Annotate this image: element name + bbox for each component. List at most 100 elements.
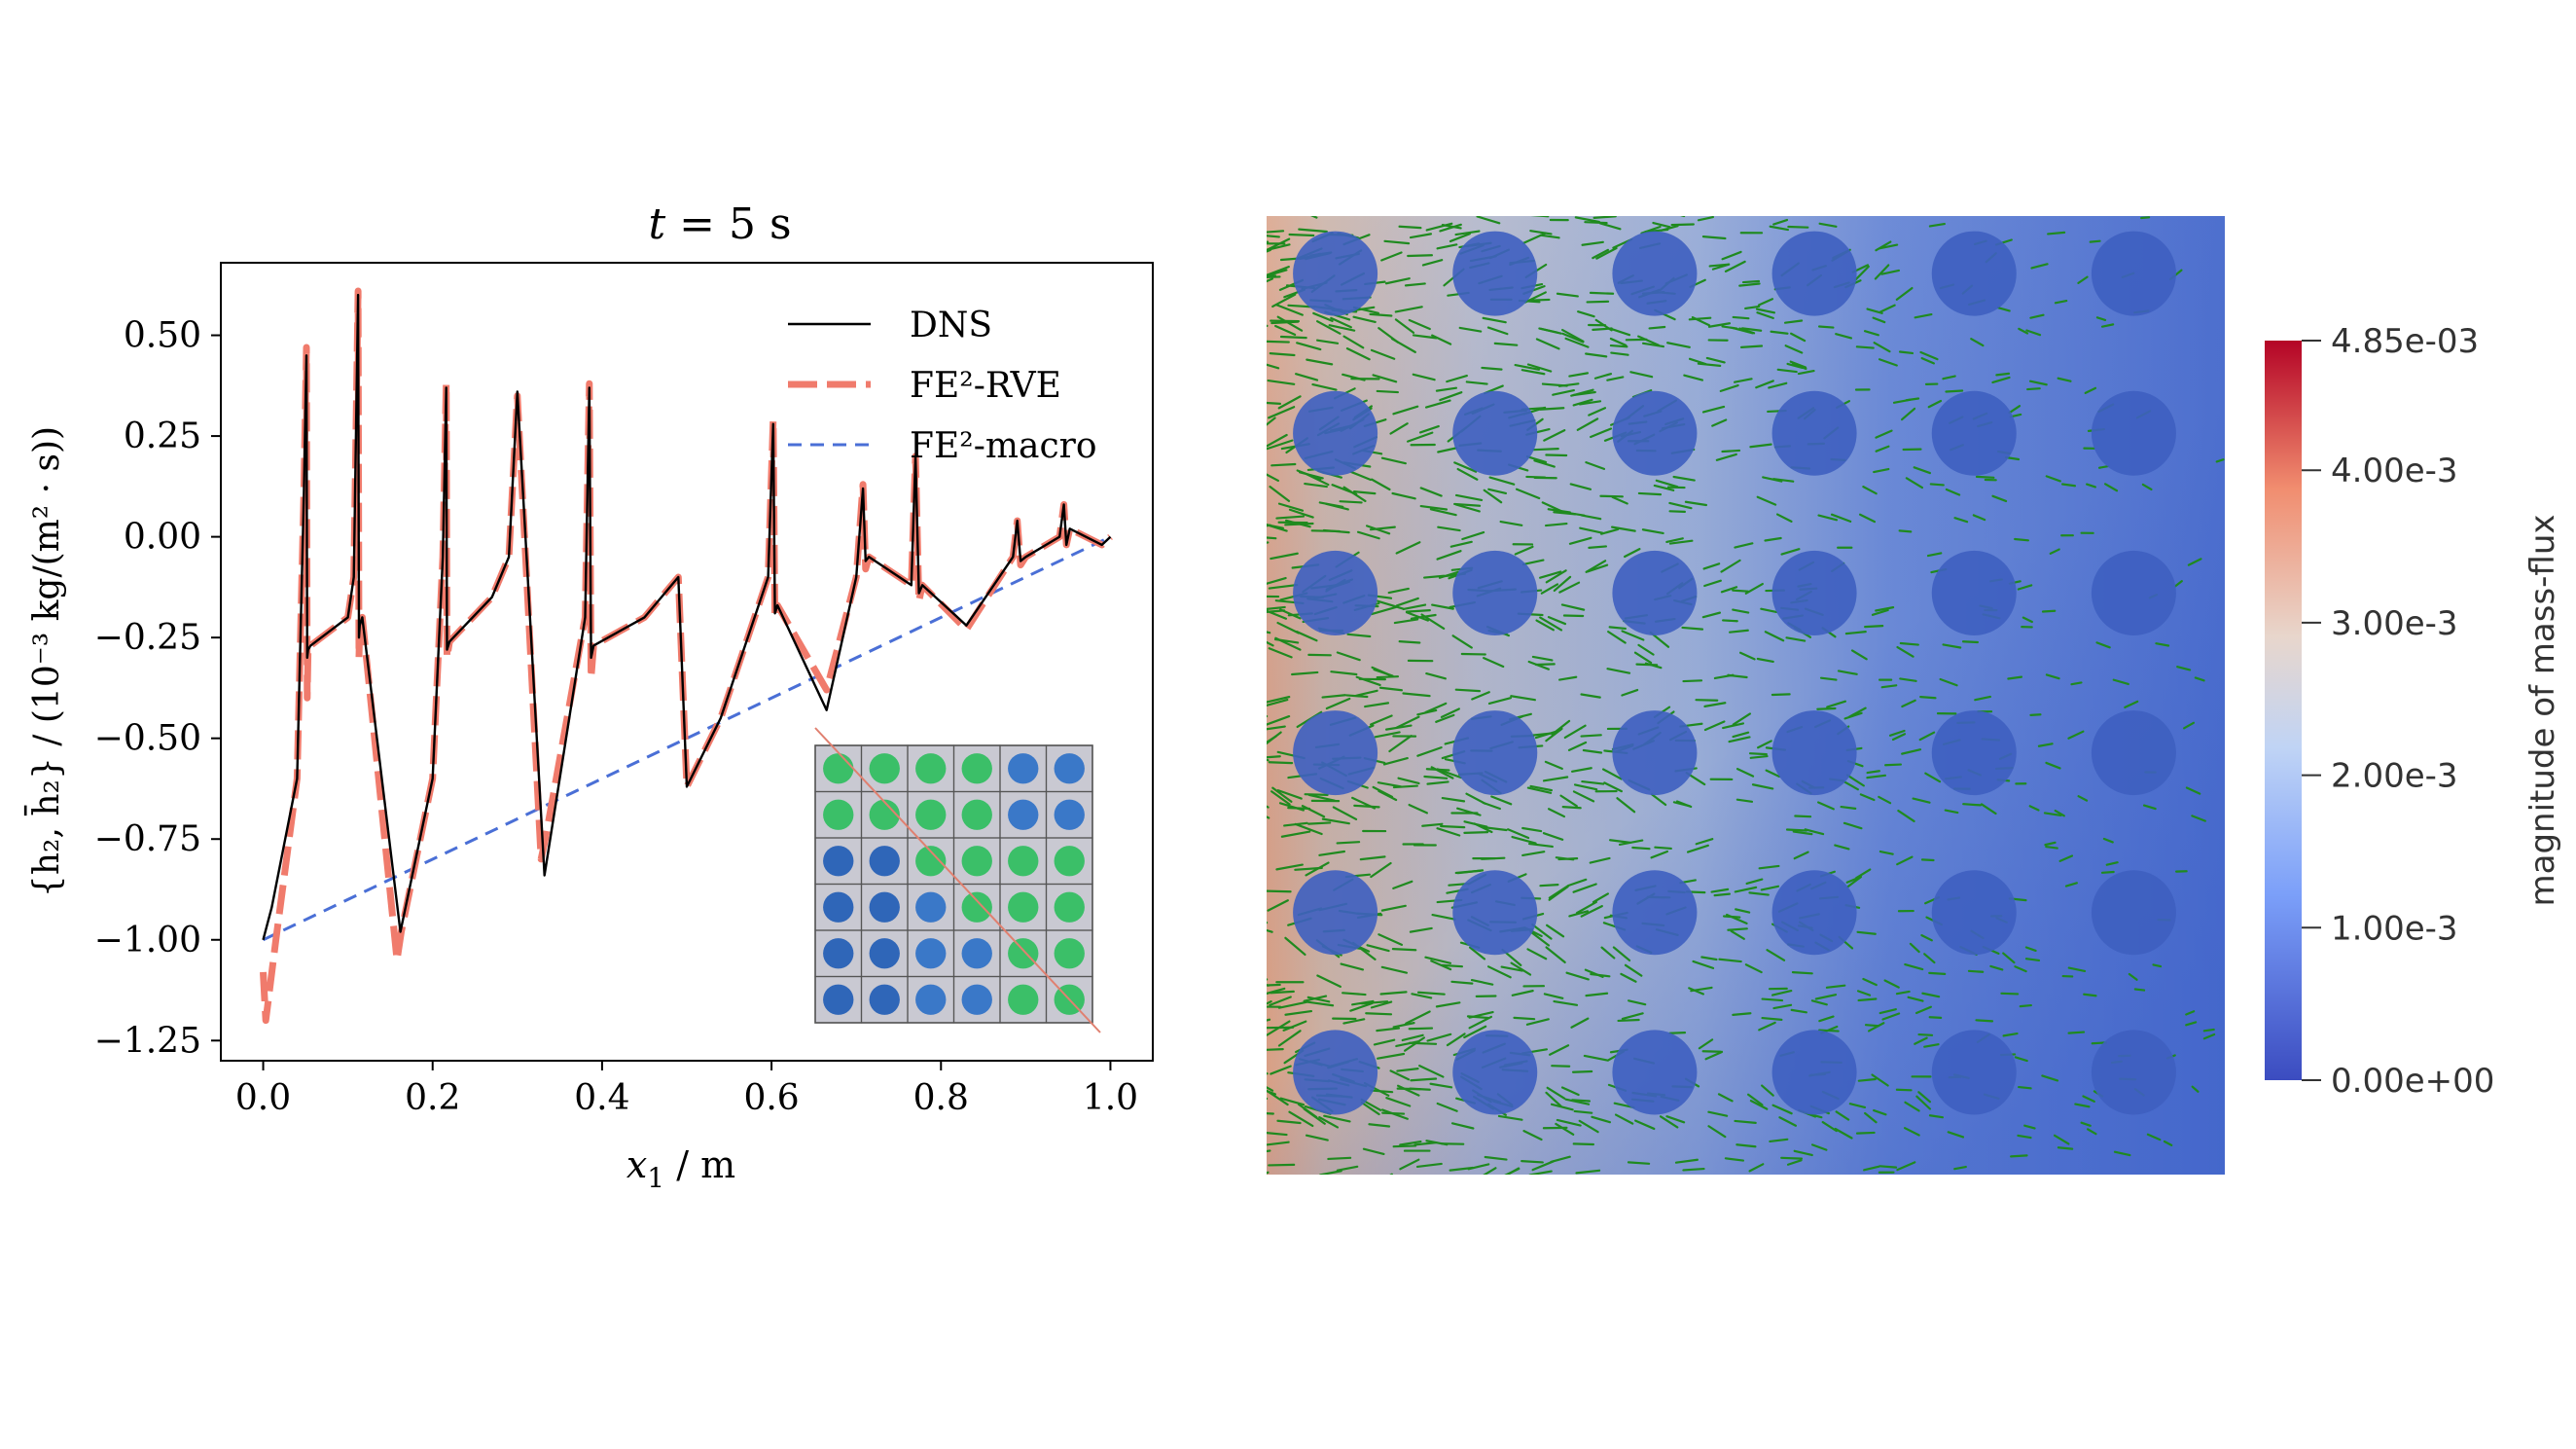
y-axis: 0.50 0.25 0.00 −0.25 −0.50 −0.75 −1.00 −1.25 [94, 316, 221, 1061]
y-tick-label: 0.50 [124, 316, 201, 356]
inset-inclusion [1008, 846, 1039, 877]
inclusion [1931, 710, 2017, 796]
legend-label: FE²-macro [910, 426, 1097, 466]
inset-inclusion [961, 984, 992, 1015]
inset-inclusion [915, 938, 947, 969]
inclusion [1771, 710, 1857, 796]
colorbar-tick-label: 4.00e-3 [2331, 452, 2458, 490]
inclusion [1452, 231, 1538, 316]
inclusion [1293, 390, 1378, 476]
x-tick-label: 0.4 [574, 1078, 629, 1118]
inset-inclusion [1054, 938, 1085, 969]
inclusion [1931, 870, 2017, 956]
inset-inclusion [915, 984, 947, 1015]
legend: DNS FE²-RVE FE²-macro [788, 306, 1097, 466]
inclusion [1931, 231, 2017, 316]
inset-inclusion [869, 891, 900, 923]
inclusion [1931, 390, 2017, 476]
x-tick-label: 0.8 [913, 1078, 969, 1118]
chart-title: t = 5 s [648, 199, 791, 249]
inset-inclusion [823, 799, 854, 830]
inclusion [1452, 1030, 1538, 1115]
y-tick-label: −0.25 [94, 618, 201, 658]
x-axis: 0.0 0.2 0.4 0.6 0.8 1.0 [235, 1061, 1138, 1118]
inset-inclusion [961, 753, 992, 784]
legend-label: FE²-RVE [910, 366, 1061, 406]
inclusion [2091, 870, 2176, 956]
inclusion [1612, 1030, 1698, 1115]
x-axis-label: x1 / m [626, 1143, 735, 1194]
y-tick-label: 0.25 [124, 417, 201, 456]
inset-inclusion [869, 938, 900, 969]
line-chart: t = 5 s 0.0 0.2 0.4 0.6 0.8 1.0 0.50 0.25 0.00 −… [24, 199, 1154, 1194]
x-tick-label: 0.2 [405, 1078, 460, 1118]
inclusion [2091, 1030, 2176, 1115]
inclusions [1293, 231, 2176, 1115]
inset-inclusion [869, 846, 900, 877]
inset-inclusion [823, 984, 854, 1015]
inclusion [2091, 390, 2176, 476]
inclusion [1452, 710, 1538, 796]
colorbar-label: magnitude of mass-flux [2523, 514, 2562, 906]
inset-inclusion [915, 753, 947, 784]
rve-inset [814, 727, 1101, 1033]
mass-flux-heatmap: 4.85e-03 4.00e-3 3.00e-3 2.00e-3 1.00e-3 0.00… [1267, 216, 2562, 1175]
inclusion [1293, 870, 1378, 956]
inclusion [1771, 870, 1857, 956]
inclusion [1771, 1030, 1857, 1115]
inclusion [1452, 550, 1538, 635]
inclusion [2091, 231, 2176, 316]
inclusion [1771, 550, 1857, 635]
inset-inclusion [823, 938, 854, 969]
inclusion [1612, 870, 1698, 956]
inclusion [2091, 550, 2176, 635]
colorbar-ticks: 4.85e-03 4.00e-3 3.00e-3 2.00e-3 1.00e-3 0.00… [2302, 322, 2494, 1101]
colorbar-tick-label: 1.00e-3 [2331, 909, 2458, 948]
y-tick-label: 0.00 [124, 518, 201, 558]
inset-inclusion [915, 846, 947, 877]
inset-inclusion [1054, 799, 1085, 830]
y-tick-label: −1.25 [94, 1021, 201, 1061]
inclusion [1931, 550, 2017, 635]
inclusion [1452, 390, 1538, 476]
colorbar-tick-label: 0.00e+00 [2331, 1062, 2494, 1101]
inclusion [1612, 550, 1698, 635]
y-tick-label: −0.50 [94, 719, 201, 759]
inclusion [2091, 710, 2176, 796]
inclusion [1612, 390, 1698, 476]
inclusion [1293, 550, 1378, 635]
inset-inclusion [1054, 891, 1085, 923]
plot-frame [220, 262, 1154, 1062]
x-tick-label: 0.0 [235, 1078, 291, 1118]
inset-inclusion [961, 938, 992, 969]
inset-inclusion [1054, 846, 1085, 877]
x-tick-label: 0.6 [743, 1078, 799, 1118]
inclusion [1771, 390, 1857, 476]
y-axis-label: {h₂, h̄₂} / (10⁻³ kg/(m² · s)) [24, 426, 67, 897]
x-tick-label: 1.0 [1083, 1078, 1138, 1118]
series-dns [262, 293, 1112, 941]
inset-inclusion [961, 891, 992, 923]
inset-inclusion [915, 891, 947, 923]
inset-inclusion [1008, 891, 1039, 923]
inset-inclusion [961, 799, 992, 830]
y-tick-label: −0.75 [94, 819, 201, 859]
inset-inclusion [1008, 938, 1039, 969]
inclusion [1612, 231, 1698, 316]
inclusion [1293, 1030, 1378, 1115]
inset-inclusion [823, 753, 854, 784]
colorbar-tick-label: 4.85e-03 [2331, 322, 2479, 361]
inclusion [1771, 231, 1857, 316]
legend-label: DNS [910, 306, 992, 345]
inclusion [1293, 710, 1378, 796]
inclusion [1452, 870, 1538, 956]
inset-inclusion [1008, 799, 1039, 830]
inset-inclusion [869, 799, 900, 830]
colorbar [2265, 341, 2302, 1080]
inset-inclusion [823, 846, 854, 877]
inset-inclusion [823, 891, 854, 923]
colorbar-tick-label: 3.00e-3 [2331, 604, 2458, 643]
inset-inclusion [915, 799, 947, 830]
inclusion [1293, 231, 1378, 316]
